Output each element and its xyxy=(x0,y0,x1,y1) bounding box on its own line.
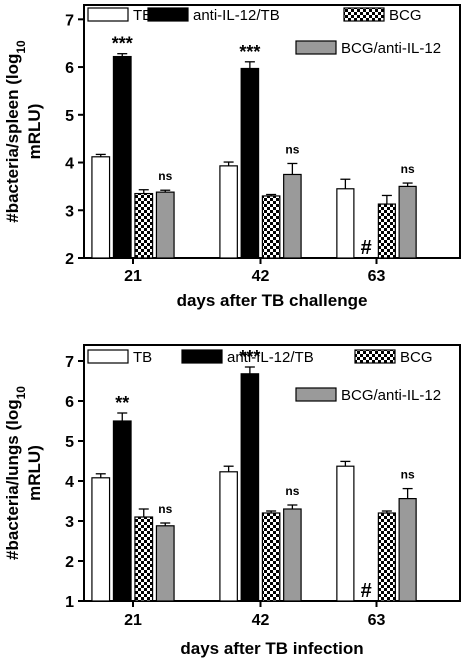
bar-gray xyxy=(398,185,417,259)
significance-ns: ns xyxy=(285,142,299,156)
lungs-chart-panel: 1 2 3 4 5 6 7 #bacteria/lungs (log10 mRLU) 21 ** ns… xyxy=(3,344,461,658)
x-tick-label: 21 xyxy=(124,612,142,629)
significance-ns: ns xyxy=(158,502,172,516)
bar-black xyxy=(240,373,260,602)
y-axis-label-subscript: 10 xyxy=(14,386,28,400)
y-axis-label-unit: mRLU) xyxy=(25,104,44,160)
bar-checker xyxy=(377,203,396,259)
significance-stars: *** xyxy=(239,347,260,367)
significance-ns: ns xyxy=(401,468,415,482)
y-axis-label-unit: mRLU) xyxy=(25,445,44,501)
bar-checker xyxy=(134,516,154,602)
x-axis-label: days after TB infection xyxy=(180,639,363,658)
y-tick-label: 7 xyxy=(65,12,74,29)
y-tick-label: 5 xyxy=(65,434,74,451)
legend-swatch-black xyxy=(147,7,189,22)
y-axis-label: #bacteria/lungs (log10 mRLU) xyxy=(3,386,44,560)
bar-gray xyxy=(398,498,417,602)
legend-label: BCG/anti-IL-12 xyxy=(341,40,441,57)
legend-label: BCG xyxy=(389,7,422,24)
y-tick-label: 3 xyxy=(65,203,74,220)
significance-ns: ns xyxy=(285,484,299,498)
bar-white xyxy=(219,165,238,259)
bar-gray xyxy=(283,508,302,602)
bar-black xyxy=(240,67,260,259)
legend-label: TB xyxy=(133,349,152,366)
y-axis-label-subscript: 10 xyxy=(14,40,28,54)
significance-ns: ns xyxy=(158,169,172,183)
y-tick-label: 1 xyxy=(65,594,74,611)
y-tick-label: 4 xyxy=(65,474,74,491)
bar-gray xyxy=(155,525,175,602)
significance-stars: *** xyxy=(239,42,260,62)
x-axis-label: days after TB challenge xyxy=(177,291,368,310)
bar-checker xyxy=(261,195,281,259)
legend-swatch-gray xyxy=(295,40,337,55)
y-tick-label: 2 xyxy=(65,251,74,268)
bar-gray xyxy=(155,191,175,259)
y-tick-label: 3 xyxy=(65,514,74,531)
y-axis-label-main: #bacteria/spleen (log xyxy=(3,54,22,223)
spleen-chart-panel: 2 3 4 5 6 7 #bacteria/spleen (log10 mRLU) 21 *** n… xyxy=(3,4,461,310)
bar-black xyxy=(112,55,132,259)
legend-label: TB xyxy=(133,7,152,24)
legend-label: BCG/anti-IL-12 xyxy=(341,387,441,404)
bar-white xyxy=(219,471,238,602)
bar-white xyxy=(91,477,111,602)
y-tick-label: 7 xyxy=(65,354,74,371)
legend-swatch-black xyxy=(181,349,223,364)
x-tick-label: 63 xyxy=(368,612,386,629)
legend-swatch-white xyxy=(87,7,129,22)
legend-label: anti-IL-12/TB xyxy=(227,349,314,366)
bar-checker xyxy=(261,512,281,602)
bar-white xyxy=(336,188,355,259)
y-axis-label-main: #bacteria/lungs (log xyxy=(3,399,22,560)
significance-stars: *** xyxy=(112,34,133,54)
bar-checker xyxy=(377,512,396,602)
legend-swatch-checker xyxy=(354,349,396,364)
significance-ns: ns xyxy=(401,162,415,176)
y-tick-label: 6 xyxy=(65,60,74,77)
x-tick-label: 42 xyxy=(252,612,270,629)
significance-hash: # xyxy=(361,237,372,259)
y-tick-label: 4 xyxy=(65,156,74,173)
significance-stars: ** xyxy=(115,393,129,413)
legend-swatch-white xyxy=(87,349,129,364)
legend-label: anti-IL-12/TB xyxy=(193,7,280,24)
y-tick-label: 2 xyxy=(65,554,74,571)
significance-hash: # xyxy=(361,580,372,602)
bar-gray xyxy=(283,173,302,259)
bar-white xyxy=(336,465,355,602)
legend-swatch-gray xyxy=(295,387,337,402)
y-tick-label: 5 xyxy=(65,108,74,125)
legend-swatch-checker xyxy=(343,7,385,22)
x-tick-label: 63 xyxy=(368,268,386,285)
bar-checker xyxy=(134,192,154,259)
bar-white xyxy=(91,156,111,259)
legend-label: BCG xyxy=(400,349,433,366)
y-axis-label: #bacteria/spleen (log10 mRLU) xyxy=(3,40,44,223)
bar-black xyxy=(112,420,132,602)
x-tick-label: 21 xyxy=(124,268,142,285)
x-tick-label: 42 xyxy=(252,268,270,285)
y-tick-label: 6 xyxy=(65,394,74,411)
